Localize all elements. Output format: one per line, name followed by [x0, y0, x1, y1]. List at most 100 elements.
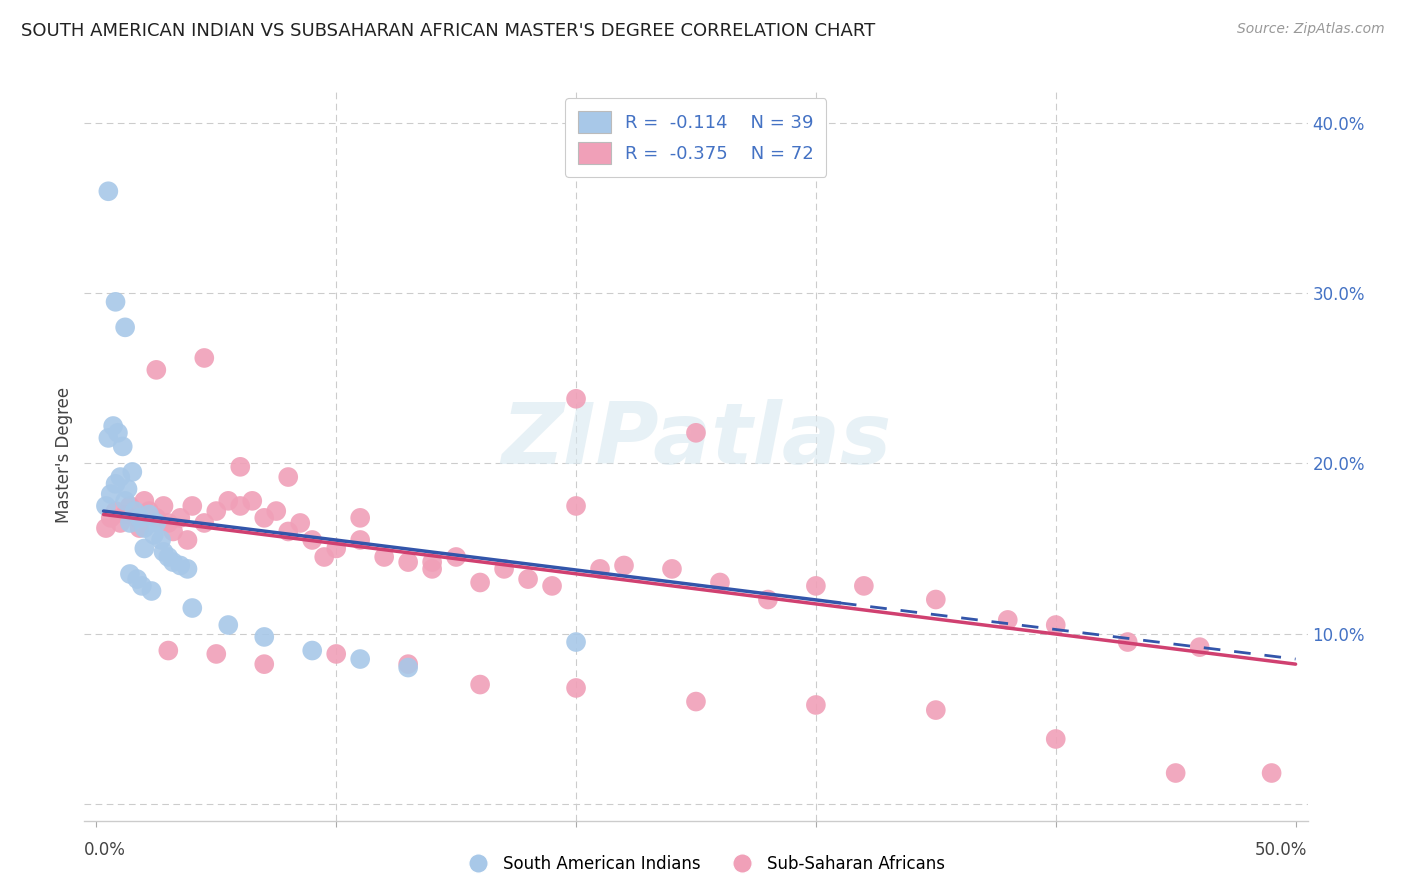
Point — [253, 630, 276, 644]
Point — [494, 562, 516, 576]
Point — [138, 504, 160, 518]
Point — [114, 508, 136, 522]
Point — [1260, 766, 1282, 780]
Point — [104, 504, 127, 518]
Point — [94, 499, 117, 513]
Point — [661, 562, 683, 576]
Point — [373, 549, 395, 564]
Point — [145, 363, 167, 377]
Point — [150, 533, 173, 547]
Point — [277, 470, 299, 484]
Point — [253, 657, 276, 672]
Text: SOUTH AMERICAN INDIAN VS SUBSAHARAN AFRICAN MASTER'S DEGREE CORRELATION CHART: SOUTH AMERICAN INDIAN VS SUBSAHARAN AFRI… — [21, 22, 876, 40]
Point — [301, 643, 323, 657]
Point — [107, 425, 129, 440]
Point — [420, 562, 443, 576]
Point — [468, 575, 491, 590]
Point — [118, 566, 141, 581]
Point — [111, 439, 134, 453]
Point — [1164, 766, 1187, 780]
Point — [134, 521, 156, 535]
Point — [301, 533, 323, 547]
Point — [162, 555, 184, 569]
Point — [205, 504, 228, 518]
Text: Source: ZipAtlas.com: Source: ZipAtlas.com — [1237, 22, 1385, 37]
Point — [1045, 618, 1067, 632]
Point — [134, 541, 156, 556]
Point — [565, 392, 588, 406]
Point — [128, 521, 150, 535]
Point — [240, 493, 263, 508]
Point — [325, 541, 347, 556]
Point — [565, 681, 588, 695]
Point — [118, 499, 141, 513]
Point — [97, 431, 120, 445]
Point — [176, 562, 198, 576]
Point — [145, 516, 167, 530]
Point — [685, 695, 707, 709]
Point — [157, 643, 180, 657]
Text: 0.0%: 0.0% — [84, 841, 127, 859]
Point — [804, 579, 827, 593]
Point — [157, 516, 180, 530]
Point — [253, 511, 276, 525]
Point — [756, 592, 779, 607]
Point — [613, 558, 636, 573]
Point — [349, 652, 371, 666]
Legend: South American Indians, Sub-Saharan Africans: South American Indians, Sub-Saharan Afri… — [454, 848, 952, 880]
Point — [162, 524, 184, 539]
Point — [145, 511, 167, 525]
Y-axis label: Master's Degree: Master's Degree — [55, 387, 73, 523]
Point — [349, 533, 371, 547]
Point — [565, 635, 588, 649]
Point — [205, 647, 228, 661]
Point — [142, 528, 165, 542]
Point — [131, 579, 153, 593]
Point — [229, 499, 252, 513]
Point — [97, 184, 120, 198]
Point — [925, 592, 948, 607]
Point — [100, 511, 122, 525]
Point — [517, 572, 540, 586]
Point — [925, 703, 948, 717]
Point — [1188, 640, 1211, 654]
Point — [176, 533, 198, 547]
Point — [349, 511, 371, 525]
Point — [229, 459, 252, 474]
Point — [852, 579, 875, 593]
Point — [128, 511, 150, 525]
Point — [217, 618, 239, 632]
Point — [193, 516, 215, 530]
Point — [127, 572, 149, 586]
Point — [193, 351, 215, 365]
Legend: R =  -0.114    N = 39, R =  -0.375    N = 72: R = -0.114 N = 39, R = -0.375 N = 72 — [565, 98, 827, 177]
Point — [141, 584, 163, 599]
Point — [217, 493, 239, 508]
Point — [685, 425, 707, 440]
Point — [94, 521, 117, 535]
Point — [100, 487, 122, 501]
Point — [121, 465, 143, 479]
Point — [152, 499, 174, 513]
Point — [181, 499, 204, 513]
Point — [420, 555, 443, 569]
Point — [589, 562, 612, 576]
Point — [117, 482, 139, 496]
Point — [396, 555, 419, 569]
Point — [290, 516, 312, 530]
Point — [114, 320, 136, 334]
Point — [104, 476, 127, 491]
Point — [314, 549, 336, 564]
Point — [134, 493, 156, 508]
Point — [709, 575, 731, 590]
Point — [110, 516, 132, 530]
Point — [264, 504, 287, 518]
Point — [124, 504, 146, 518]
Point — [124, 511, 146, 525]
Point — [181, 601, 204, 615]
Point — [997, 613, 1019, 627]
Point — [118, 516, 141, 530]
Point — [101, 419, 124, 434]
Point — [114, 493, 136, 508]
Point — [169, 511, 191, 525]
